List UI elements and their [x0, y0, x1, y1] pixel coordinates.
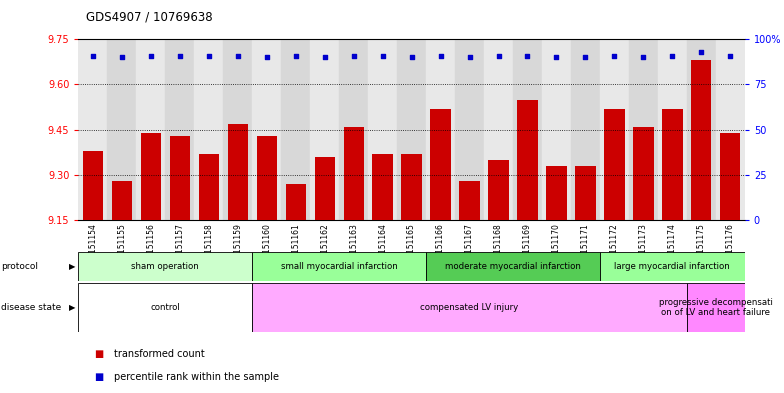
Point — [434, 52, 447, 59]
Bar — [252, 39, 281, 220]
Bar — [372, 154, 393, 220]
Bar — [78, 252, 252, 281]
Bar — [546, 166, 567, 220]
Bar — [165, 39, 194, 220]
Bar — [459, 181, 480, 220]
Bar — [488, 160, 509, 220]
Point — [666, 52, 679, 59]
Point — [695, 49, 708, 55]
Text: ■: ■ — [94, 372, 103, 382]
Text: GDS4907 / 10769638: GDS4907 / 10769638 — [86, 11, 213, 24]
Bar — [691, 61, 711, 220]
Point — [724, 52, 737, 59]
Point — [260, 54, 273, 61]
Bar — [455, 39, 484, 220]
Point — [86, 52, 99, 59]
Bar — [397, 39, 426, 220]
Text: small myocardial infarction: small myocardial infarction — [281, 262, 397, 271]
Text: progressive decompensati
on of LV and heart failure: progressive decompensati on of LV and he… — [659, 298, 773, 317]
Point — [637, 54, 650, 61]
Bar — [687, 283, 745, 332]
Point — [202, 52, 215, 59]
Bar — [633, 127, 654, 220]
Bar — [223, 39, 252, 220]
Bar — [517, 99, 538, 220]
Point — [521, 52, 534, 59]
Point — [289, 52, 302, 59]
Point — [173, 52, 186, 59]
Bar — [575, 166, 596, 220]
Bar — [314, 157, 335, 220]
Bar — [194, 39, 223, 220]
Bar — [78, 283, 252, 332]
Bar — [252, 283, 687, 332]
Bar — [368, 39, 397, 220]
Bar — [285, 184, 306, 220]
Text: ■: ■ — [94, 349, 103, 359]
Bar — [339, 39, 368, 220]
Bar — [720, 133, 740, 220]
Bar — [716, 39, 745, 220]
Bar — [198, 154, 219, 220]
Bar — [662, 108, 683, 220]
Bar — [600, 252, 745, 281]
Bar — [107, 39, 136, 220]
Bar — [600, 39, 629, 220]
Bar — [111, 181, 132, 220]
Point — [318, 54, 331, 61]
Bar — [658, 39, 687, 220]
Bar — [484, 39, 513, 220]
Bar — [426, 39, 455, 220]
Text: moderate myocardial infarction: moderate myocardial infarction — [445, 262, 581, 271]
Bar — [169, 136, 190, 220]
Bar — [604, 108, 625, 220]
Bar — [136, 39, 165, 220]
Point — [579, 54, 592, 61]
Bar — [78, 39, 107, 220]
Point — [115, 54, 128, 61]
Point — [463, 54, 476, 61]
Point — [376, 52, 389, 59]
Text: percentile rank within the sample: percentile rank within the sample — [114, 372, 278, 382]
Point — [405, 54, 418, 61]
Point — [231, 52, 244, 59]
Text: large myocardial infarction: large myocardial infarction — [615, 262, 730, 271]
Bar — [343, 127, 364, 220]
Bar — [687, 39, 716, 220]
Point — [492, 52, 505, 59]
Text: sham operation: sham operation — [132, 262, 199, 271]
Bar — [542, 39, 571, 220]
Text: control: control — [151, 303, 180, 312]
Bar — [83, 151, 103, 220]
Bar — [571, 39, 600, 220]
Text: transformed count: transformed count — [114, 349, 205, 359]
Bar — [252, 252, 426, 281]
Text: ▶: ▶ — [69, 303, 75, 312]
Bar — [401, 154, 422, 220]
Point — [608, 52, 621, 59]
Bar — [227, 124, 248, 220]
Bar — [629, 39, 658, 220]
Point — [144, 52, 157, 59]
Point — [347, 52, 360, 59]
Text: ▶: ▶ — [69, 262, 75, 271]
Text: protocol: protocol — [1, 262, 38, 271]
Text: disease state: disease state — [1, 303, 61, 312]
Point — [550, 54, 563, 61]
Bar — [426, 252, 600, 281]
Bar — [310, 39, 339, 220]
Text: compensated LV injury: compensated LV injury — [420, 303, 519, 312]
Bar — [256, 136, 277, 220]
Bar — [140, 133, 161, 220]
Bar — [281, 39, 310, 220]
Bar — [513, 39, 542, 220]
Bar — [430, 108, 451, 220]
